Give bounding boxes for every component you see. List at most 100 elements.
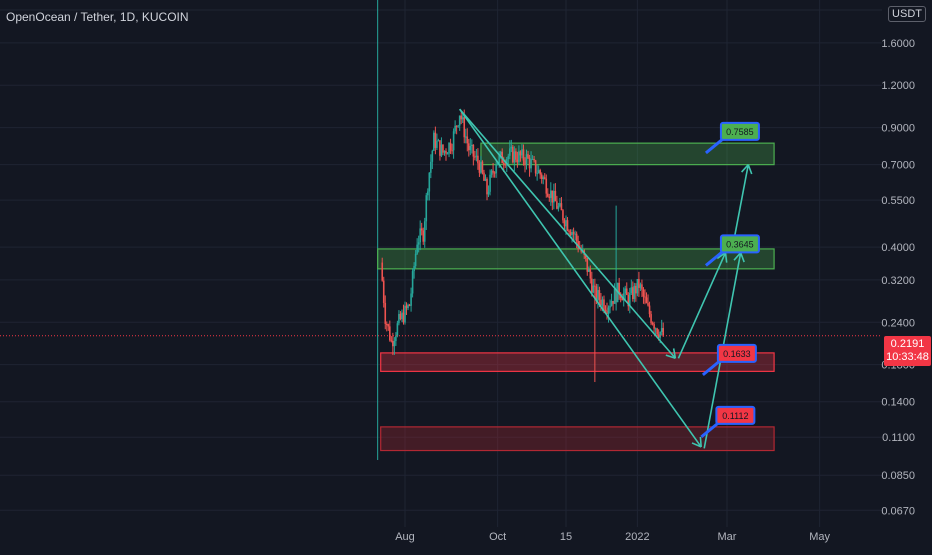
candle-body — [452, 131, 455, 151]
candle-body — [571, 232, 573, 236]
candle-body — [645, 297, 648, 303]
candle-body — [522, 149, 525, 161]
price-axis-label: 0.7000 — [881, 160, 915, 172]
candle-body — [633, 285, 636, 300]
candle-body — [455, 125, 458, 127]
candle-body — [550, 190, 552, 198]
candle-body — [530, 159, 532, 169]
price-axis-label: 1.6000 — [881, 38, 915, 50]
price-axis-label: 1.2000 — [881, 80, 915, 92]
candle-body — [632, 287, 634, 300]
candle-body — [591, 278, 593, 293]
candle-body — [431, 150, 434, 162]
symbol-title: OpenOcean / Tether, 1D, KUCOIN — [6, 10, 189, 24]
candle-body — [572, 232, 575, 234]
price-axis-label: 0.4000 — [881, 242, 915, 254]
candle-body — [545, 178, 548, 194]
candle-body — [653, 324, 655, 329]
candle-body — [474, 156, 476, 158]
candle-body — [490, 170, 493, 175]
candle-body — [437, 140, 440, 142]
time-axis-label: May — [809, 531, 830, 543]
candle-body — [411, 271, 414, 294]
candle-body — [639, 284, 642, 288]
candle-body — [563, 220, 566, 227]
candle-body — [505, 159, 508, 166]
candle-body — [439, 140, 441, 156]
time-axis-label: Aug — [395, 531, 415, 543]
candle-body — [436, 141, 438, 148]
candle-body — [420, 228, 423, 231]
candle-body — [504, 164, 507, 166]
candle-body — [404, 305, 406, 323]
candle-body — [525, 154, 528, 165]
candle-body — [502, 163, 505, 165]
candle-body — [445, 150, 447, 154]
candle-body — [527, 154, 529, 159]
candle-body — [531, 158, 534, 160]
trend-arrow — [459, 108, 676, 359]
candle-body — [463, 117, 466, 138]
candle-body — [546, 193, 549, 197]
candle-body — [496, 162, 499, 165]
candle-body — [507, 155, 510, 160]
candle-body — [401, 312, 403, 320]
candle-body — [566, 220, 569, 231]
candle-body — [569, 232, 572, 236]
callout-pointer — [701, 359, 721, 377]
arrow-head — [716, 252, 726, 260]
support-zone — [380, 426, 775, 452]
callout-pointer — [704, 137, 724, 155]
candle-body — [662, 328, 665, 336]
candle-body — [595, 286, 598, 301]
candle-body — [480, 161, 482, 173]
candle-body — [402, 312, 405, 323]
candle-body — [539, 170, 541, 175]
candle-body — [416, 244, 418, 254]
price-axis-label: 0.0850 — [881, 470, 915, 482]
time-axis-label: 15 — [560, 531, 572, 543]
candle-body — [428, 172, 431, 192]
arrow-head — [699, 436, 702, 447]
candle-body — [533, 158, 535, 161]
candle-body — [493, 172, 496, 174]
candle-body — [454, 125, 456, 132]
candle-body — [528, 158, 531, 169]
trend-arrow — [677, 252, 727, 359]
candle-body — [395, 335, 397, 341]
candle-body — [548, 196, 551, 198]
candle-body — [408, 304, 411, 306]
price-axis-label: 0.2400 — [881, 317, 915, 329]
candle-body — [557, 206, 560, 209]
resistance-zone — [480, 142, 775, 166]
candle-body — [443, 150, 446, 153]
arrow-head — [741, 164, 749, 173]
arrow-head — [672, 348, 677, 359]
candle-body — [644, 296, 646, 298]
callout-box — [715, 405, 756, 425]
candle-body — [654, 328, 657, 330]
last-price-value: 0.2191 — [890, 338, 925, 350]
currency-selector[interactable]: USDT — [888, 6, 926, 22]
candle-body — [509, 148, 511, 156]
price-axis-label: 0.1400 — [881, 397, 915, 409]
candle-body — [659, 331, 661, 338]
callout-pointer — [700, 421, 720, 439]
candle-body — [492, 170, 494, 173]
candle-body — [469, 145, 472, 151]
candle-body — [554, 190, 557, 202]
candle-body — [405, 305, 408, 309]
candle-body — [483, 172, 485, 181]
candle-body — [471, 144, 473, 146]
candle-body — [389, 326, 391, 341]
candle-body — [587, 269, 590, 272]
candle-body — [398, 313, 400, 324]
arrow-head — [739, 252, 745, 263]
candle-body — [562, 210, 564, 221]
candle-body — [577, 241, 579, 249]
callout-label: 0.3645 — [726, 239, 754, 249]
candle-body — [601, 299, 604, 306]
candle-body — [495, 164, 497, 174]
